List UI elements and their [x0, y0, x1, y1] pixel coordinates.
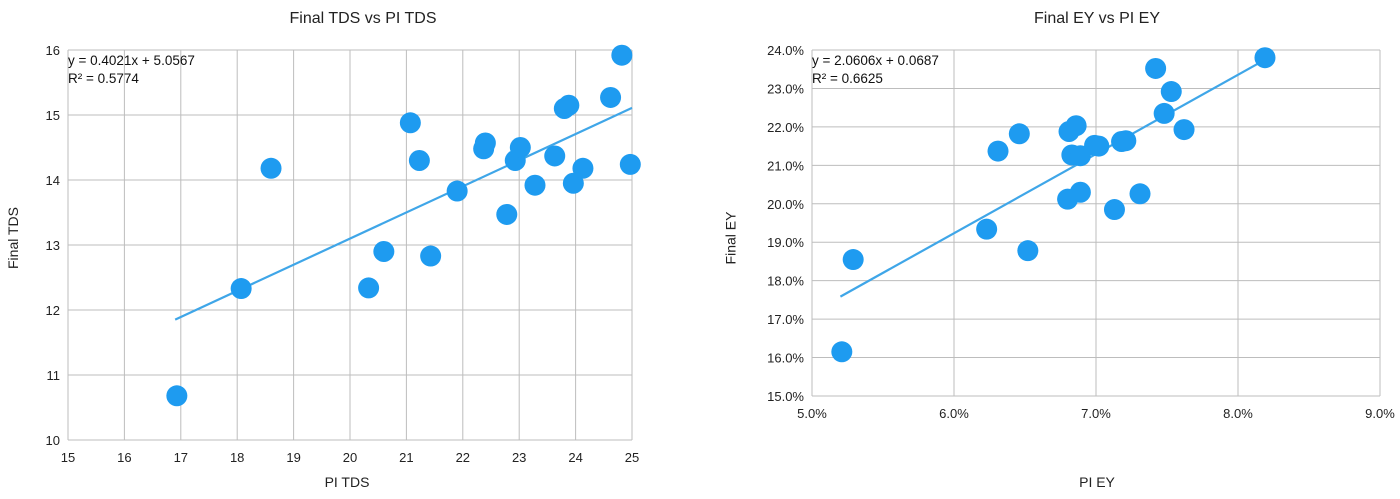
x-tick-label-tds: 22 [456, 450, 470, 465]
x-tick-label-tds: 25 [625, 450, 639, 465]
data-point-ey [987, 140, 1009, 162]
trendline-ey [839, 58, 1267, 298]
y-tick-label-ey: 22.0% [767, 120, 804, 135]
y-tick-label-ey: 16.0% [767, 351, 804, 366]
x-tick-label-ey: 9.0% [1365, 406, 1395, 421]
y-tick-label-tds: 16 [46, 43, 60, 58]
data-point-tds [509, 137, 531, 158]
data-point-tds [524, 174, 546, 196]
data-point-tds [420, 245, 442, 267]
data-point-ey [1153, 102, 1175, 124]
x-tick-label-tds: 20 [343, 450, 357, 465]
y-tick-label-tds: 11 [47, 368, 61, 383]
y-tick-label-tds: 12 [46, 303, 60, 318]
data-point-ey [1145, 57, 1167, 79]
data-point-ey [1103, 199, 1125, 221]
y-tick-label-tds: 14 [46, 173, 60, 188]
data-point-tds [611, 44, 633, 66]
y-tick-label-tds: 13 [46, 238, 60, 253]
data-point-tds [166, 385, 188, 407]
y-axis-label-ey: Final EY [722, 211, 739, 265]
data-point-tds [408, 150, 430, 171]
y-tick-label-ey: 15.0% [767, 389, 804, 404]
ey-scatter-plot: 5.0% 6.0% 7.0% 8.0% 9.0% 15.0% 16.0% 17.0% 18.0%… [767, 43, 1395, 421]
equation-text-ey: y = 2.0606x + 0.0687 [812, 53, 939, 68]
x-tick-label-tds: 15 [61, 450, 75, 465]
y-tick-label-ey: 24.0% [767, 43, 804, 58]
chart-panel-ey: 5.0% 6.0% 7.0% 8.0% 9.0% 15.0% 16.0% 17.0% 18.0%… [700, 0, 1400, 499]
y-tick-label-ey: 20.0% [767, 197, 804, 212]
chart-title-ey: Final EY vs PI EY [1034, 10, 1160, 27]
data-point-tds [544, 145, 566, 167]
y-tick-label-ey: 17.0% [767, 312, 804, 327]
tds-scatter-plot: 15 16 17 18 19 20 21 22 23 24 25 10 11 12 13 14 15 16 [46, 43, 641, 465]
y-tick-label-ey: 18.0% [767, 274, 804, 289]
data-point-ey [1088, 135, 1110, 157]
x-tick-label-tds: 17 [174, 450, 188, 465]
data-point-tds [619, 153, 641, 175]
data-point-ey [976, 218, 998, 240]
y-axis-label-tds: Final TDS [4, 207, 21, 269]
data-point-ey [1254, 47, 1276, 69]
grid-ey [811, 49, 1381, 397]
x-tick-label-tds: 21 [399, 450, 413, 465]
x-tick-label-tds: 18 [230, 450, 244, 465]
x-axis-label-ey: PI EY [1079, 474, 1115, 490]
data-point-tds [558, 94, 580, 116]
data-point-tds [260, 157, 282, 179]
x-tick-label-tds: 24 [568, 450, 582, 465]
data-point-tds [446, 180, 468, 202]
data-point-ey [1173, 119, 1195, 141]
r-squared-text-tds: R² = 0.5774 [68, 71, 139, 86]
data-point-tds [358, 277, 380, 299]
trendline-tds [174, 106, 633, 321]
x-axis-label-tds: PI TDS [324, 474, 370, 490]
data-point-tds [572, 157, 594, 179]
data-point-tds [474, 132, 496, 154]
data-point-ey [1129, 183, 1151, 205]
x-tick-label-ey: 8.0% [1223, 406, 1253, 421]
data-point-tds [230, 278, 252, 300]
equation-text-tds: y = 0.4021x + 5.0567 [68, 53, 195, 68]
data-point-tds [496, 203, 518, 225]
data-point-ey [1069, 181, 1091, 203]
data-point-ey [1160, 81, 1182, 103]
y-tick-label-tds: 10 [46, 433, 60, 448]
chart-title-tds: Final TDS vs PI TDS [289, 10, 437, 27]
data-point-ey [1115, 130, 1137, 152]
data-point-ey [1017, 240, 1039, 262]
data-point-tds [399, 112, 421, 134]
data-point-tds [373, 241, 395, 262]
grid-tds [67, 49, 633, 441]
chart-panel-tds: 15 16 17 18 19 20 21 22 23 24 25 10 11 12 13 14 15 16 Fin… [0, 0, 690, 499]
x-tick-label-ey: 5.0% [797, 406, 827, 421]
y-tick-label-ey: 21.0% [767, 158, 804, 173]
x-tick-label-ey: 7.0% [1081, 406, 1111, 421]
data-point-tds [600, 86, 622, 108]
y-tick-label-ey: 23.0% [767, 81, 804, 96]
x-tick-label-ey: 6.0% [939, 406, 969, 421]
trendline-equation-ey: y = 2.0606x + 0.0687 R² = 0.6625 [812, 52, 939, 88]
data-point-ey [831, 341, 853, 363]
x-tick-label-tds: 23 [512, 450, 526, 465]
x-tick-label-tds: 16 [117, 450, 131, 465]
data-point-ey [1065, 115, 1087, 137]
y-tick-label-tds: 15 [46, 108, 60, 123]
x-tick-label-tds: 19 [286, 450, 300, 465]
data-point-ey [1008, 123, 1030, 145]
r-squared-text-ey: R² = 0.6625 [812, 71, 883, 86]
trendline-equation-tds: y = 0.4021x + 5.0567 R² = 0.5774 [68, 52, 195, 88]
data-point-tds [562, 172, 584, 194]
y-tick-label-ey: 19.0% [767, 235, 804, 250]
data-point-ey [842, 249, 864, 271]
